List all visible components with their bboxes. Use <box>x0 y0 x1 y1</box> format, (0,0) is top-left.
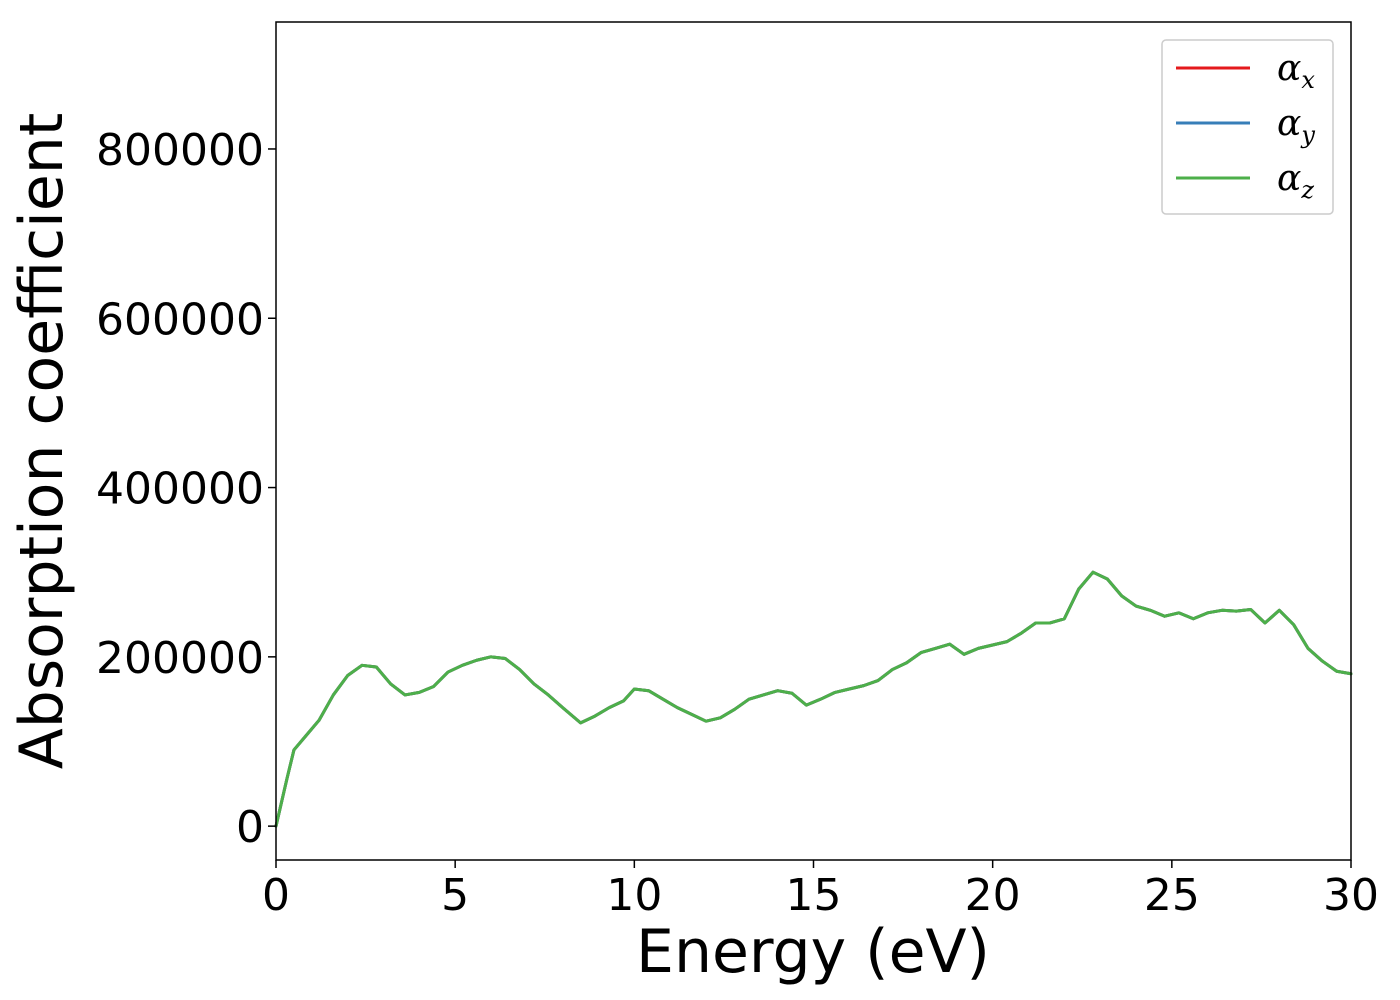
x-tick-label: 15 <box>786 870 842 921</box>
legend-label-z: αz <box>1277 158 1314 204</box>
y-tick-label: 400000 <box>96 464 264 515</box>
legend: αx αy αz <box>1161 39 1334 215</box>
series-line-z <box>274 570 1353 828</box>
y-tick-label: 600000 <box>96 294 264 345</box>
series-layer <box>274 570 1353 828</box>
x-axis-title: Energy (eV) <box>636 917 990 987</box>
y-tick-label: 0 <box>236 802 264 853</box>
y-axis: 0 200000 400000 600000 800000 <box>96 125 276 853</box>
legend-box <box>1161 39 1334 215</box>
x-axis: 0 5 10 15 20 25 30 <box>262 860 1379 921</box>
x-tick-label: 0 <box>262 870 290 921</box>
legend-label-x: αx <box>1277 48 1315 94</box>
x-tick-label: 30 <box>1323 870 1379 921</box>
y-tick-label: 200000 <box>96 633 264 684</box>
legend-label-y: αy <box>1277 103 1315 149</box>
y-axis-title: Absorption coefficient <box>7 113 77 770</box>
x-tick-label: 5 <box>441 870 469 921</box>
x-tick-label: 20 <box>965 870 1021 921</box>
x-tick-label: 10 <box>606 870 662 921</box>
y-tick-label: 800000 <box>96 125 264 176</box>
x-tick-label: 25 <box>1144 870 1200 921</box>
